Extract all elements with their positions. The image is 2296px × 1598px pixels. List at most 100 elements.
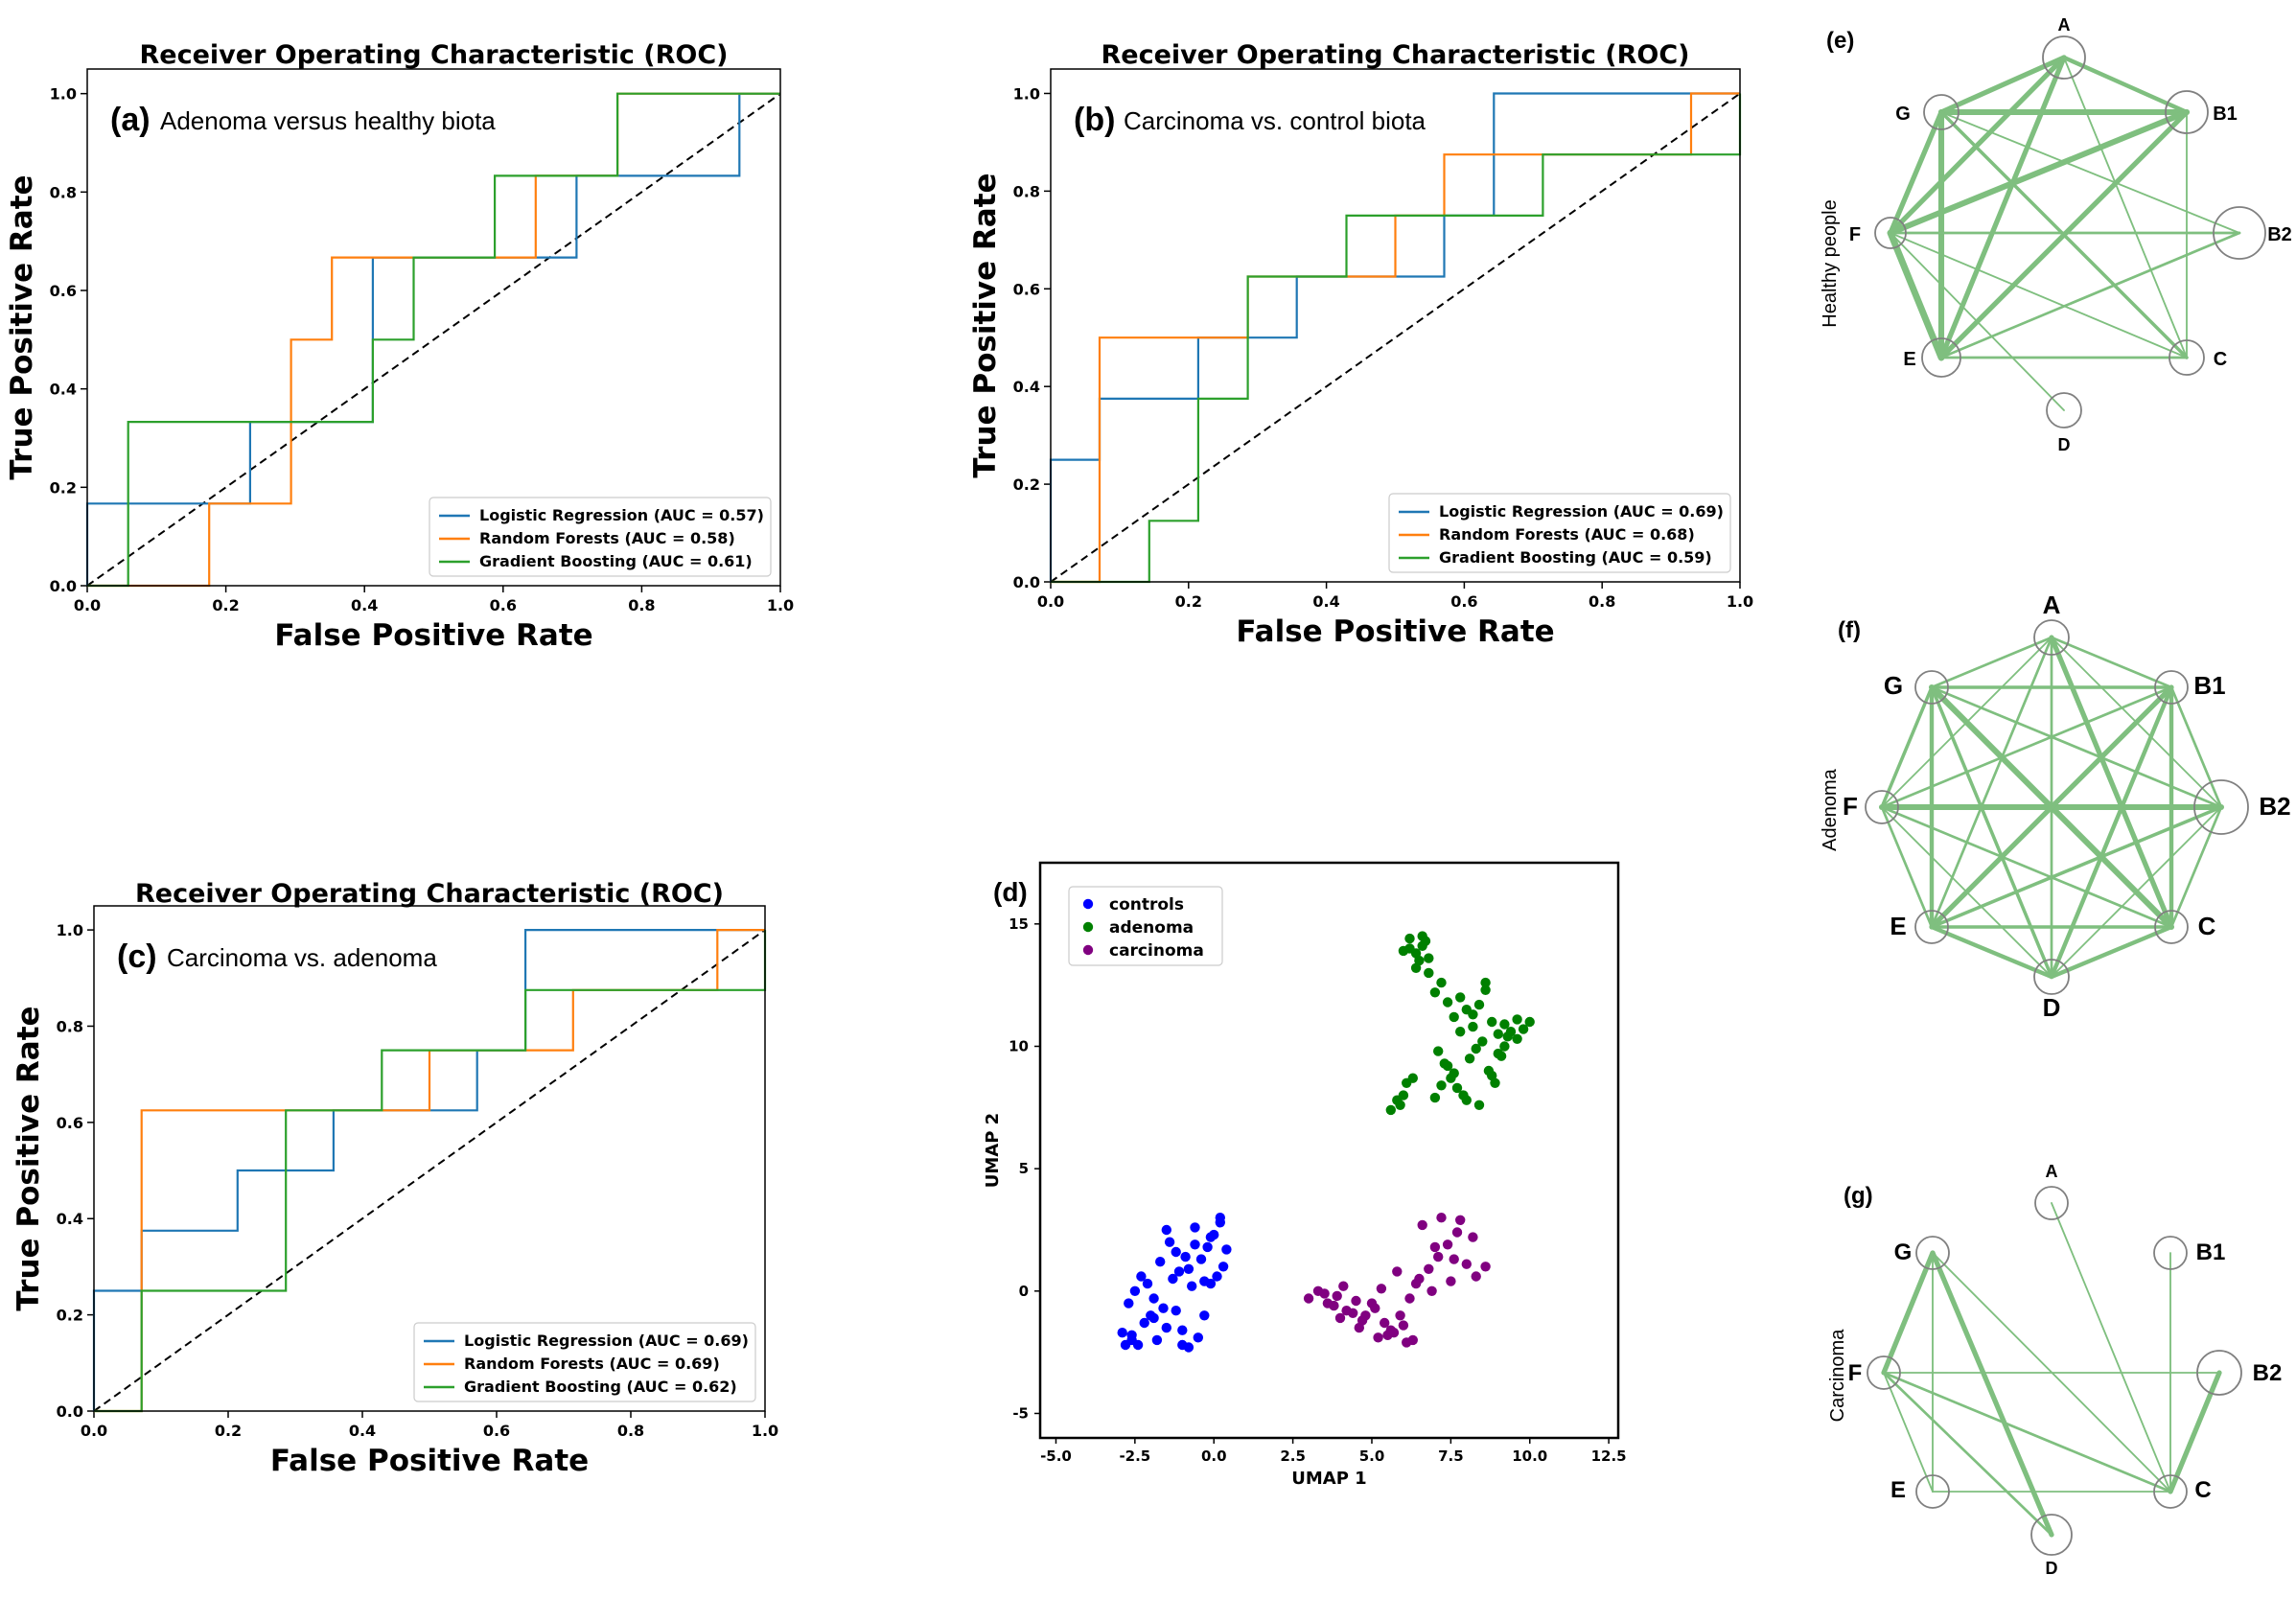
y-tick-label: 0.6 [50, 282, 77, 300]
network-node [1921, 337, 1961, 378]
scatter-point-adenoma [1487, 1016, 1497, 1028]
scatter-point-adenoma [1464, 1054, 1475, 1064]
network-node [2213, 206, 2266, 260]
network-node-label: G [1895, 104, 1911, 125]
legend-entry: Random Forests (AUC = 0.58) [479, 529, 735, 547]
scatter-point-adenoma [1524, 1016, 1535, 1028]
y-tick-label: 0.8 [1013, 182, 1040, 200]
network-node-label: B1 [2213, 104, 2238, 125]
scatter-point-adenoma [1480, 977, 1491, 988]
scatter-point-carcinoma [1436, 1213, 1447, 1223]
network-node [2153, 1236, 2188, 1270]
scatter-series-controls [1117, 1213, 1232, 1353]
scatter-point-adenoma [1429, 987, 1441, 998]
scatter-point-controls [1218, 1262, 1229, 1272]
scatter-point-adenoma [1417, 931, 1427, 941]
network-node-label: A [2043, 591, 2061, 619]
scatter-point-controls [1136, 1271, 1147, 1282]
network-node-label: B2 [2253, 1360, 2283, 1386]
network-edge [2051, 806, 2222, 978]
network-edge [1880, 685, 2173, 809]
x-tick-label: 0.0 [1201, 1447, 1227, 1465]
legend-entry: adenoma [1109, 918, 1194, 938]
network-edge [1880, 805, 1934, 929]
network-node [2193, 779, 2249, 835]
scatter-point-carcinoma [1417, 1219, 1427, 1231]
scatter-point-adenoma [1429, 1092, 1441, 1103]
scatter-point-carcinoma [1338, 1281, 1349, 1291]
scatter-point-carcinoma [1382, 1330, 1393, 1341]
legend-box [1068, 886, 1223, 966]
legend-entry: controls [1109, 895, 1184, 915]
y-tick-label: 0.4 [50, 381, 77, 399]
scatter-point-adenoma [1451, 1082, 1463, 1094]
scatter-point-controls [1173, 1266, 1185, 1277]
legend-box [413, 1322, 756, 1402]
scatter-point-carcinoma [1451, 1227, 1463, 1238]
x-tick-label: 1.0 [767, 596, 794, 614]
scatter-point-controls [1148, 1293, 1159, 1304]
scatter-point-adenoma [1407, 1073, 1419, 1083]
scatter-point-adenoma [1499, 1019, 1510, 1030]
x-tick-label: 5.0 [1359, 1447, 1385, 1465]
scatter-point-adenoma [1398, 945, 1409, 957]
network-node-label: B2 [2267, 224, 2292, 245]
scatter-point-controls [1187, 1281, 1197, 1291]
x-tick-label: 0.6 [490, 596, 517, 614]
scatter-point-controls [1161, 1322, 1172, 1333]
scatter-point-adenoma [1461, 1095, 1473, 1105]
network-node [2153, 1474, 2188, 1509]
network-node [2046, 392, 2082, 428]
y-tick-label: 0 [1019, 1283, 1029, 1300]
network-side-label: Healthy people [1820, 199, 1841, 327]
network-node-label: F [1849, 224, 1861, 245]
x-tick-label: 1.0 [752, 1422, 778, 1440]
scatter-point-adenoma [1468, 1021, 1478, 1032]
scatter-point-carcinoma [1398, 1320, 1409, 1331]
network-edge [2051, 1202, 2171, 1493]
x-axis-label: False Positive Rate [270, 1444, 589, 1478]
network-node-label: F [1843, 792, 1858, 821]
scatter-point-carcinoma [1480, 1262, 1491, 1272]
x-tick-label: 0.4 [1312, 592, 1339, 611]
scatter-point-controls [1148, 1312, 1159, 1324]
x-tick-label: 0.2 [1175, 592, 1202, 611]
network-edge [1880, 805, 2173, 929]
y-tick-label: 0.0 [1013, 573, 1040, 591]
network-node-label: C [2214, 349, 2227, 370]
scatter-point-carcinoma [1303, 1293, 1314, 1304]
network-side-label: Adenoma [1820, 768, 1841, 850]
network-node-label: C [2194, 1477, 2211, 1503]
x-axis-label: UMAP 1 [1291, 1469, 1366, 1489]
network-node [2042, 35, 2086, 80]
y-tick-label: 1.0 [50, 85, 77, 104]
x-tick-label: 0.4 [349, 1422, 376, 1440]
scatter-point-adenoma [1424, 953, 1434, 963]
legend-entry: Gradient Boosting (AUC = 0.61) [479, 552, 753, 570]
y-tick-label: 1.0 [57, 921, 83, 939]
scatter-point-carcinoma [1410, 1278, 1422, 1289]
scatter-point-adenoma [1493, 1048, 1504, 1059]
x-tick-label: 0.8 [628, 596, 655, 614]
network-edge [1880, 685, 1934, 809]
scatter-point-adenoma [1410, 962, 1422, 973]
y-axis-label: True Positive Rate [12, 1006, 46, 1310]
y-tick-label: 0.4 [1013, 378, 1040, 396]
scatter-point-adenoma [1477, 1036, 1488, 1047]
scatter-point-adenoma [1433, 1046, 1444, 1056]
network-node [1915, 1474, 1950, 1509]
legend-entry: Logistic Regression (AUC = 0.57) [479, 506, 764, 524]
network-edge [1882, 1371, 2172, 1494]
scatter-point-carcinoma [1468, 1232, 1478, 1242]
scatter-point-carcinoma [1319, 1288, 1330, 1299]
scatter-point-controls [1168, 1273, 1178, 1285]
chart-title: Receiver Operating Characteristic (ROC) [135, 879, 724, 909]
network-node [2033, 959, 2070, 995]
scatter-point-controls [1193, 1332, 1204, 1343]
scatter-point-controls [1215, 1213, 1226, 1223]
scatter-point-carcinoma [1433, 1251, 1444, 1262]
panel-label: (g) [1844, 1183, 1873, 1209]
scatter-point-controls [1171, 1246, 1181, 1258]
network-node-label: E [1890, 912, 1906, 940]
scatter-point-adenoma [1449, 1068, 1459, 1078]
